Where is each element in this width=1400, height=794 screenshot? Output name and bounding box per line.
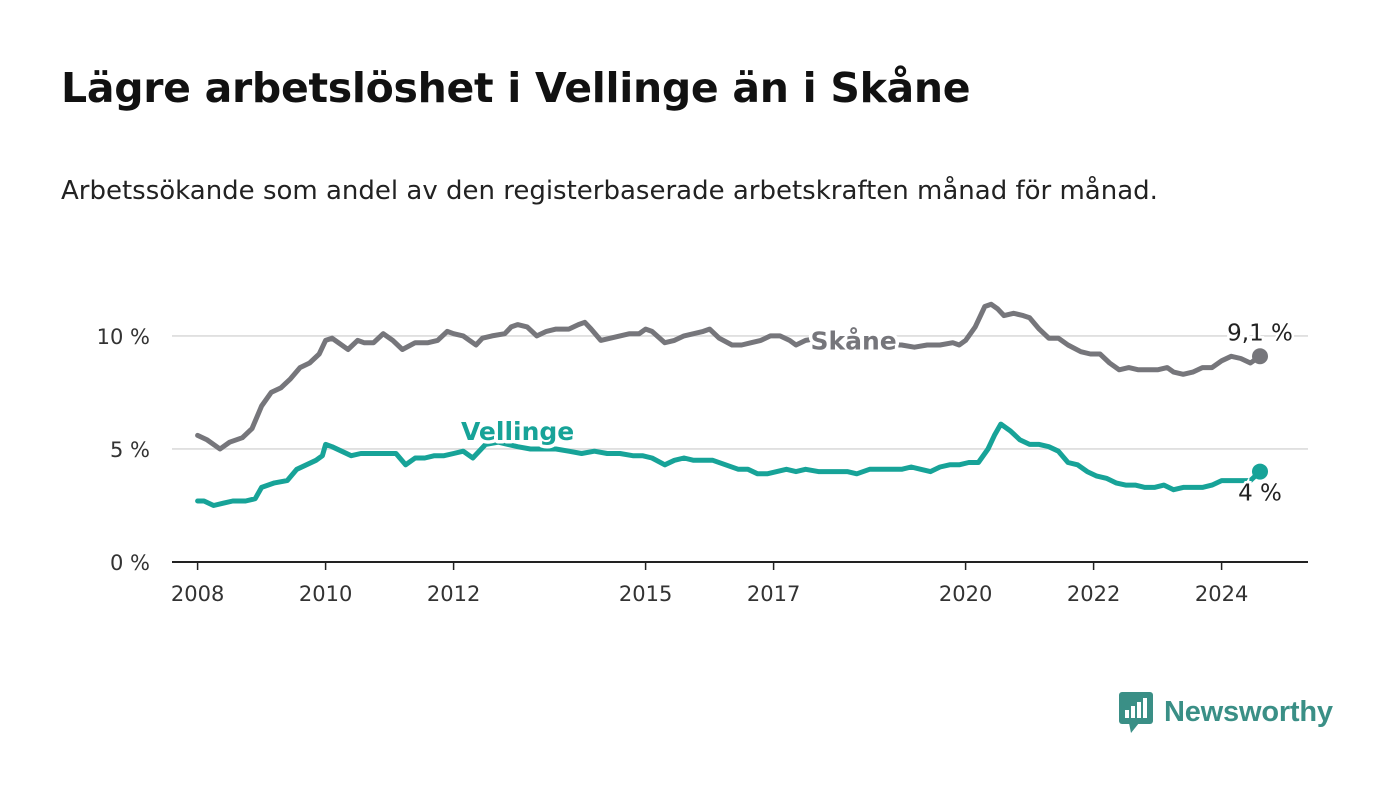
- x-tick-label-2024: 2024: [1195, 582, 1248, 606]
- x-tick-label-2012: 2012: [427, 582, 480, 606]
- y-tick-label-5: 5 %: [110, 438, 150, 462]
- x-tick-label-2020: 2020: [939, 582, 992, 606]
- y-tick-label-10: 10 %: [97, 325, 150, 349]
- end-marker-vellinge: [1252, 463, 1268, 480]
- x-tick-label-2010: 2010: [299, 582, 352, 606]
- series-label-vellinge: Vellinge: [461, 417, 574, 446]
- series-labels: Skåne Vellinge: [457, 323, 900, 449]
- chart-title: Lägre arbetslöshet i Vellinge än i Skåne: [61, 64, 971, 112]
- newsworthy-brand[interactable]: Newsworthy: [1118, 690, 1333, 734]
- end-value-label-skåne: 9,1 %: [1227, 320, 1293, 346]
- y-axis-tick-labels: 0 % 5 % 10 %: [97, 325, 150, 575]
- brand-name: Newsworthy: [1164, 695, 1333, 728]
- y-tick-label-0: 0 %: [110, 551, 150, 575]
- series-line-vellinge: [195, 421, 1263, 508]
- gridlines: [172, 335, 1308, 450]
- x-tick-label-2008: 2008: [171, 582, 224, 606]
- chart-subtitle: Arbetssökande som andel av den registerb…: [61, 176, 1158, 206]
- end-markers: 9,1 % 4 %: [1225, 318, 1296, 509]
- x-tick-label-2022: 2022: [1067, 582, 1120, 606]
- x-axis: 2008 2010 2012 2015 2017 2020 2022 2024: [171, 561, 1308, 606]
- x-tick-label-2017: 2017: [747, 582, 800, 606]
- end-marker-skåne: [1252, 348, 1268, 365]
- x-tick-label-2015: 2015: [619, 582, 672, 606]
- series-label-skåne: Skåne: [810, 326, 896, 355]
- series-lines: [195, 301, 1263, 508]
- end-value-label-vellinge: 4 %: [1238, 481, 1282, 507]
- series-line-skåne: [195, 301, 1263, 452]
- newsworthy-logo-icon: [1119, 692, 1153, 733]
